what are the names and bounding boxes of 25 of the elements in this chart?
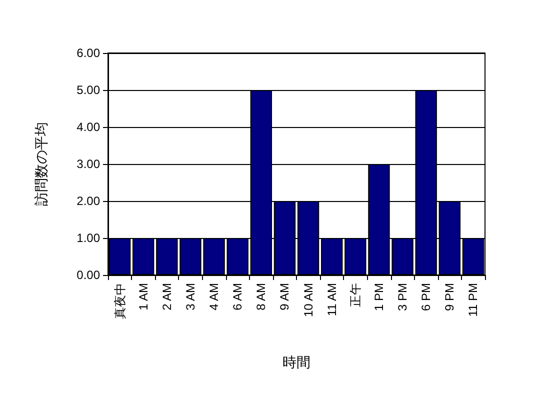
y-axis-title: 訪問数の平均 xyxy=(33,122,49,206)
x-tick-label: 6 PM xyxy=(419,283,434,312)
x-tick-label: 9 PM xyxy=(442,283,457,312)
x-tick-label: 11 PM xyxy=(466,283,480,317)
x-tick-label: 1 AM xyxy=(136,283,150,310)
x-tick-label: 真夜中 xyxy=(112,283,127,319)
x-tick-label: 10 AM xyxy=(301,283,316,318)
x-axis-title: 時間 xyxy=(282,354,310,370)
x-tick-label: 9 AM xyxy=(278,283,292,310)
y-tick-label: 6.00 xyxy=(76,46,100,60)
y-tick-label: 1.00 xyxy=(76,231,100,245)
y-tick-label: 0.00 xyxy=(76,268,100,282)
x-tick-label: 1 PM xyxy=(372,283,386,312)
x-tick-label: 4 AM xyxy=(207,283,222,310)
x-tick-label: 6 AM xyxy=(230,283,245,310)
x-tick-label: 2 AM xyxy=(160,283,174,310)
y-tick-label: 5.00 xyxy=(76,83,100,97)
x-tick-label: 3 PM xyxy=(396,283,410,312)
y-tick-label: 3.00 xyxy=(76,157,100,171)
x-tick-label: 3 AM xyxy=(183,283,198,310)
y-tick-label: 4.00 xyxy=(76,120,100,134)
x-tick-label: 8 AM xyxy=(254,283,268,310)
y-tick-label: 2.00 xyxy=(76,194,100,208)
x-tick-label: 11 AM xyxy=(324,283,339,316)
x-tick-label: 正午 xyxy=(348,283,362,307)
